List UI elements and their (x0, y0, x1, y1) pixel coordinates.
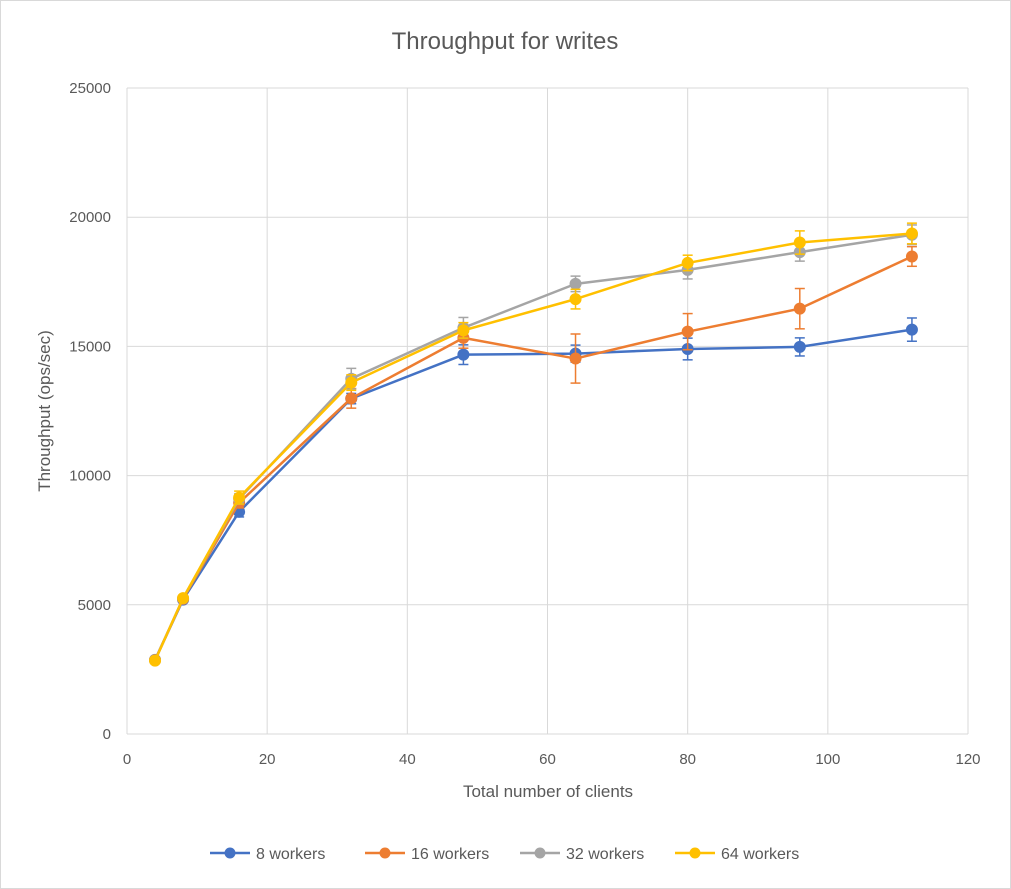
y-tick-label: 10000 (69, 468, 111, 485)
series-3 (149, 222, 918, 667)
data-point (569, 293, 582, 306)
y-tick-label: 5000 (78, 597, 111, 614)
series-line (153, 255, 913, 661)
x-tick-label: 120 (955, 751, 980, 768)
data-point (905, 250, 918, 263)
chart-title: Throughput for writes (392, 28, 619, 55)
legend-label: 16 workers (411, 846, 489, 863)
data-point (569, 352, 582, 365)
series-1 (149, 245, 918, 667)
data-point (793, 340, 806, 353)
series-line (153, 232, 913, 662)
y-tick-label: 20000 (69, 209, 111, 226)
series-0 (149, 317, 918, 666)
series-line (153, 328, 913, 661)
data-point (149, 654, 162, 667)
data-point (793, 302, 806, 315)
series-line (153, 233, 913, 661)
data-point (793, 236, 806, 249)
x-tick-label: 0 (123, 751, 131, 768)
y-tick-label: 15000 (69, 338, 111, 355)
data-point (457, 324, 470, 337)
data-point (233, 491, 246, 504)
data-point (681, 325, 694, 338)
y-tick-label: 25000 (69, 80, 111, 97)
series-layer (149, 222, 918, 667)
x-tick-label: 100 (815, 751, 840, 768)
data-point (905, 227, 918, 240)
x-tick-label: 60 (539, 751, 556, 768)
data-point (177, 592, 190, 605)
data-point (457, 348, 470, 361)
legend-swatch-marker (534, 847, 546, 859)
legend-item-1: 16 workers (365, 846, 489, 863)
x-tick-label: 20 (259, 751, 276, 768)
data-point (569, 277, 582, 290)
legend: 8 workers 16 workers 32 workers 64 workers (210, 846, 799, 863)
y-tick-label: 0 (103, 726, 111, 743)
legend-label: 32 workers (566, 846, 644, 863)
grid-layer (126, 87, 969, 735)
legend-swatch-marker (689, 847, 701, 859)
y-axis-title: Throughput (ops/sec) (35, 330, 54, 492)
x-tick-label: 80 (679, 751, 696, 768)
data-point (345, 392, 358, 405)
legend-item-2: 32 workers (520, 846, 644, 863)
data-point (905, 323, 918, 336)
legend-swatch-marker (379, 847, 391, 859)
legend-label: 8 workers (256, 846, 325, 863)
series-2 (149, 224, 918, 667)
axis-layer: 0 5000 10000 15000 20000 25000 0 20 40 60 80 100 120 (69, 80, 980, 768)
data-point (681, 256, 694, 269)
data-point (345, 376, 358, 389)
x-axis-title: Total number of clients (463, 782, 633, 801)
legend-label: 64 workers (721, 846, 799, 863)
x-tick-label: 40 (399, 751, 416, 768)
legend-item-3: 64 workers (675, 846, 799, 863)
legend-item-0: 8 workers (210, 846, 325, 863)
legend-swatch-marker (224, 847, 236, 859)
